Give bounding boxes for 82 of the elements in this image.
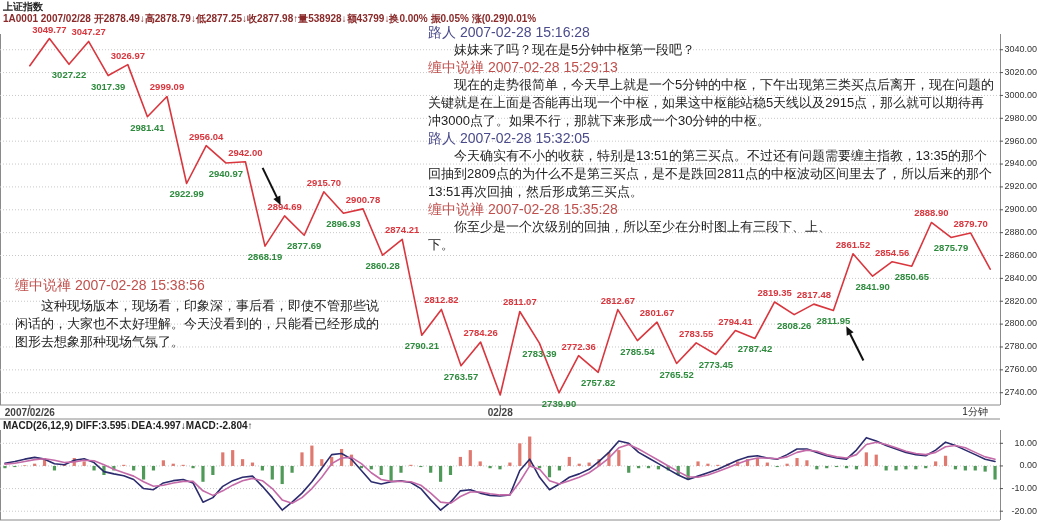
text: 1分钟 [961, 405, 989, 418]
data-label: 2877.69 [287, 240, 322, 252]
data-label: 2841.90 [855, 281, 890, 293]
data-label: 2940.97 [208, 167, 243, 179]
y-tick-label: 3020.00 [1004, 66, 1037, 77]
data-label: 2783.55 [679, 327, 715, 339]
y-tick-label: 0.00 [1019, 460, 1037, 471]
y-tick-label: 2880.00 [1004, 227, 1037, 238]
y-tick-label: 2840.00 [1004, 272, 1037, 283]
data-label: 2772.36 [561, 340, 596, 352]
annotation: 缠中说禅 2007-02-28 15:38:56 [15, 277, 206, 294]
data-label: 3049.77 [32, 23, 67, 35]
annotation: 你至少是一个次级别的回抽，所以至少在分时图上有三段下、上、下。 [428, 219, 831, 252]
y-tick-label: 2860.00 [1004, 249, 1037, 260]
data-label: 2790.21 [404, 340, 440, 352]
y-tick-label: 3000.00 [1004, 89, 1037, 100]
chart-subtitle: 1A0001 2007/02/28 开2878.49↓高2878.79↓低2877.25↓收2877.98↑量538928↓额43799↓换0.00% 振0.05% 涨(0.29)0.01% [3, 13, 537, 24]
data-label: 2794.41 [718, 315, 754, 327]
data-label: 2850.65 [894, 271, 930, 283]
data-label: 2942.00 [228, 146, 263, 158]
data-label: 2868.19 [247, 251, 283, 263]
annotation: 妹妹来了吗？现在是5分钟中枢第一段吧？ [453, 41, 697, 59]
data-label: 2773.45 [698, 359, 734, 371]
data-label: 2817.48 [796, 289, 831, 301]
y-tick-label: 2980.00 [1004, 112, 1037, 123]
y-tick-label: 2920.00 [1004, 181, 1037, 192]
annotation: 这种现场版本，现场看，印象深，事后看，即使不管那些说闲话的，大家也不太好理解。今天没看到的，只能看已经形成的图形去想象那种现场气氛了。 [15, 297, 380, 351]
y-tick-label: -10.00 [1011, 482, 1037, 493]
data-label: 2875.79 [933, 242, 969, 254]
data-label: 2787.42 [737, 343, 773, 355]
data-label: 2808.26 [777, 319, 812, 331]
data-label: 2879.70 [953, 217, 988, 229]
data-label: 2896.93 [326, 218, 361, 230]
data-label: 2811.07 [502, 296, 537, 308]
data-label: 2819.35 [757, 286, 793, 298]
annotation: 缠中说禅 2007-02-28 15:35:28 [428, 201, 618, 217]
data-label: 2861.52 [835, 238, 871, 250]
data-label: 2956.04 [189, 130, 225, 142]
data-label: 3026.97 [110, 49, 145, 61]
data-label: 3047.27 [71, 26, 106, 38]
data-label: 3017.39 [91, 80, 126, 92]
y-tick-label: 2940.00 [1004, 158, 1037, 169]
chart-title: MACD(26,12,9) DIFF:3.595↓DEA:4.997↓MACD:-2.804↑ [3, 420, 253, 431]
y-tick-label: -20.00 [1011, 505, 1037, 516]
data-label: 2739.90 [541, 397, 577, 409]
data-label: 3027.22 [51, 69, 87, 81]
data-label: 2763.57 [443, 370, 479, 382]
x-tick-label: 02/28 [487, 407, 514, 418]
y-tick-label: 2820.00 [1004, 295, 1037, 306]
data-label: 2981.41 [130, 121, 166, 133]
data-label: 2854.56 [875, 246, 910, 258]
x-tick-label: 2007/02/26 [4, 407, 56, 418]
annotation: 路人 2007-02-28 15:32:05 [428, 130, 591, 147]
data-label: 2785.54 [620, 345, 656, 357]
data-label: 2765.52 [659, 368, 694, 380]
data-label: 2801.67 [639, 307, 675, 319]
data-label: 2812.82 [424, 294, 459, 306]
data-label: 2860.28 [365, 260, 400, 272]
data-label: 2915.70 [306, 176, 341, 188]
annotation: 今天确实有不小的收获，特别是13:51的第三买点。不过还有问题需要缠主指教，13:35的那个回抽到2809点的为什么不是第三买点，是不是跌回2811点的中枢波动区间里去了，所以后来的那个13:51再次回抽，然后形成第三买点。 [428, 147, 993, 201]
annotation: 路人 2007-02-28 15:16:28 [428, 24, 591, 41]
data-label: 2999.09 [149, 81, 185, 93]
y-tick-label: 2740.00 [1004, 387, 1037, 398]
data-label: 2900.78 [345, 193, 381, 205]
y-tick-label: 2760.00 [1004, 364, 1037, 375]
data-label: 2888.90 [914, 207, 949, 219]
annotation: 缠中说禅 2007-02-28 15:29:13 [428, 59, 619, 76]
y-tick-label: 3040.00 [1004, 44, 1037, 55]
y-tick-label: 10.00 [1014, 437, 1037, 448]
data-label: 2874.21 [385, 224, 421, 236]
chart-title: 上证指数 [2, 1, 44, 12]
data-label: 2757.82 [581, 377, 616, 389]
y-tick-label: 2780.00 [1004, 341, 1037, 352]
y-tick-label: 2960.00 [1004, 135, 1037, 146]
data-label: 2922.99 [169, 188, 204, 200]
annotation: 现在的走势很简单，今天早上就是一个5分钟的中枢，下午出现第三类买点后离开，现在问题的关键就是在上面是否能再出现一个中枢，如果这中枢能站稳5天线以及2915点，那么就可以期待再冲3000点了。如果不行，那就下来形成一个30分钟的中枢。 [428, 76, 996, 130]
data-label: 2811.95 [816, 315, 852, 327]
data-label: 2894.69 [267, 200, 302, 212]
y-tick-label: 2900.00 [1004, 204, 1037, 215]
y-tick-label: 2800.00 [1004, 318, 1037, 329]
data-label: 2784.26 [463, 327, 498, 339]
data-label: 2812.67 [600, 294, 635, 306]
